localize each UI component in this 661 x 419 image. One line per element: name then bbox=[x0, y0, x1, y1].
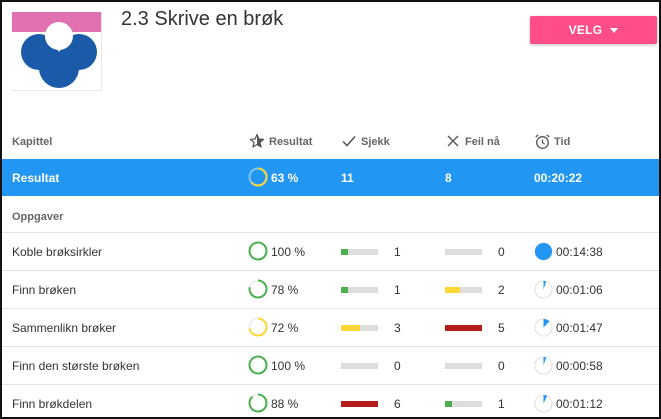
time-pie-icon bbox=[534, 318, 553, 337]
task-progress-ring bbox=[248, 279, 268, 299]
check-bar bbox=[341, 325, 378, 331]
summary-time: 00:20:22 bbox=[534, 171, 583, 185]
task-checks: 1 bbox=[394, 245, 401, 259]
task-percent: 88 % bbox=[271, 397, 299, 411]
velg-label: VELG bbox=[568, 23, 603, 37]
check-icon bbox=[341, 133, 357, 152]
table-header: Kapittel Resultat Sjekk Feil nå Tid bbox=[2, 127, 659, 157]
task-progress-ring bbox=[248, 317, 268, 337]
x-icon bbox=[445, 133, 461, 152]
summary-percent: 63 % bbox=[271, 171, 299, 185]
task-errors: 1 bbox=[498, 397, 505, 411]
task-row[interactable]: Koble brøksirkler 100 % 1 0 00:14:38 bbox=[2, 232, 659, 270]
task-name: Finn den største brøken bbox=[12, 359, 140, 373]
task-errors: 0 bbox=[498, 245, 505, 259]
task-errors: 0 bbox=[498, 359, 505, 373]
error-bar bbox=[445, 401, 482, 407]
task-checks: 1 bbox=[394, 283, 401, 297]
check-bar bbox=[341, 401, 378, 407]
task-name: Sammenlikn brøker bbox=[12, 321, 117, 335]
velg-button[interactable]: VELG bbox=[530, 16, 657, 44]
task-progress-ring bbox=[248, 393, 268, 413]
task-percent: 72 % bbox=[271, 321, 299, 335]
time-pie-icon bbox=[534, 394, 553, 413]
task-time: 00:00:58 bbox=[556, 359, 603, 373]
error-bar bbox=[445, 363, 482, 369]
task-errors: 5 bbox=[498, 321, 505, 335]
alarm-clock-icon bbox=[534, 133, 551, 153]
header-check: Sjekk bbox=[361, 136, 390, 148]
task-row[interactable]: Finn brøken 78 % 1 2 00:01:06 bbox=[2, 270, 659, 308]
check-bar bbox=[341, 363, 378, 369]
task-time: 00:01:12 bbox=[556, 397, 603, 411]
time-pie-icon bbox=[534, 280, 553, 299]
task-name: Finn brøkdelen bbox=[12, 397, 93, 411]
task-row[interactable]: Sammenlikn brøker 72 % 3 5 00:01:47 bbox=[2, 308, 659, 346]
check-bar bbox=[341, 287, 378, 293]
summary-row[interactable]: Resultat 63 % 11 8 00:20:22 bbox=[2, 159, 659, 196]
header-chapter: Kapittel bbox=[12, 136, 53, 148]
header-result: Resultat bbox=[269, 136, 313, 148]
task-errors: 2 bbox=[498, 283, 505, 297]
task-progress-ring bbox=[248, 355, 268, 375]
time-pie-icon bbox=[534, 356, 553, 375]
summary-label: Resultat bbox=[12, 171, 60, 185]
task-checks: 6 bbox=[394, 397, 401, 411]
page-title: 2.3 Skrive en brøk bbox=[121, 8, 284, 30]
task-percent: 78 % bbox=[271, 283, 299, 297]
task-row[interactable]: Finn brøkdelen 88 % 6 1 00:01:12 bbox=[2, 384, 659, 417]
task-time: 00:01:47 bbox=[556, 321, 603, 335]
task-checks: 0 bbox=[394, 359, 401, 373]
error-bar bbox=[445, 249, 482, 255]
task-percent: 100 % bbox=[271, 359, 306, 373]
chapter-thumbnail bbox=[12, 12, 102, 91]
error-bar bbox=[445, 287, 482, 293]
task-time: 00:01:06 bbox=[556, 283, 603, 297]
task-name: Finn brøken bbox=[12, 283, 77, 297]
caret-down-icon bbox=[610, 27, 619, 33]
task-checks: 3 bbox=[394, 321, 401, 335]
error-bar bbox=[445, 325, 482, 331]
task-name: Koble brøksirkler bbox=[12, 245, 103, 259]
header-time: Tid bbox=[554, 136, 571, 148]
check-bar bbox=[341, 249, 378, 255]
summary-progress-ring bbox=[248, 167, 268, 187]
summary-checks: 11 bbox=[341, 171, 354, 185]
task-row[interactable]: Finn den største brøken 100 % 0 0 00:00:58 bbox=[2, 346, 659, 384]
summary-errors: 8 bbox=[445, 171, 452, 185]
star-icon bbox=[249, 133, 265, 152]
header-errors-now: Feil nå bbox=[465, 136, 500, 148]
time-pie-icon bbox=[534, 242, 553, 261]
task-progress-ring bbox=[248, 241, 268, 261]
task-time: 00:14:38 bbox=[556, 245, 603, 259]
section-label: Oppgaver bbox=[12, 211, 64, 223]
task-percent: 100 % bbox=[271, 245, 306, 259]
